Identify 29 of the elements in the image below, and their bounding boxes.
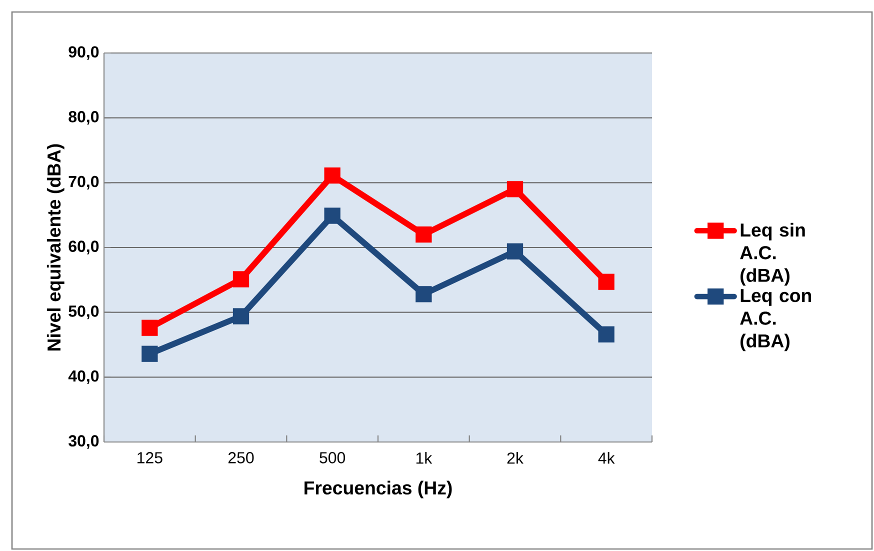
point (232, 308, 250, 324)
point (598, 274, 614, 290)
x-axis-title: Frecuencias (Hz) (304, 480, 452, 498)
y-tick-label: 90,0 (68, 46, 99, 60)
y-tick-label: 60,0 (68, 240, 99, 254)
y-tick-label: 40,0 (68, 370, 99, 384)
x-tick-label: 125 (138, 452, 162, 464)
point (416, 226, 432, 243)
y-tick-label: 80,0 (68, 111, 99, 125)
point (232, 271, 250, 288)
legend-label: Leq sin A.C. (dBA) (740, 222, 805, 286)
point (324, 167, 340, 184)
point (142, 346, 158, 362)
x-tick-label: 500 (320, 452, 346, 464)
x-tick-label: 2k (507, 452, 524, 464)
y-tick-label: 30,0 (68, 435, 99, 449)
y-axis-title: Nivel equivalente (dBA) (46, 144, 64, 350)
y-tick-label: 70,0 (68, 176, 99, 190)
point (506, 243, 524, 260)
point (506, 181, 524, 198)
y-tick-label: 50,0 (68, 306, 99, 320)
point (416, 286, 432, 302)
x-tick-label: 250 (228, 452, 254, 464)
x-tick-label: 4k (598, 452, 615, 464)
x-tick-label: 1k (416, 452, 432, 464)
point (324, 208, 340, 224)
point (598, 326, 614, 342)
point (142, 320, 158, 336)
legend-label: Leq con A.C. (dBA) (740, 289, 812, 352)
